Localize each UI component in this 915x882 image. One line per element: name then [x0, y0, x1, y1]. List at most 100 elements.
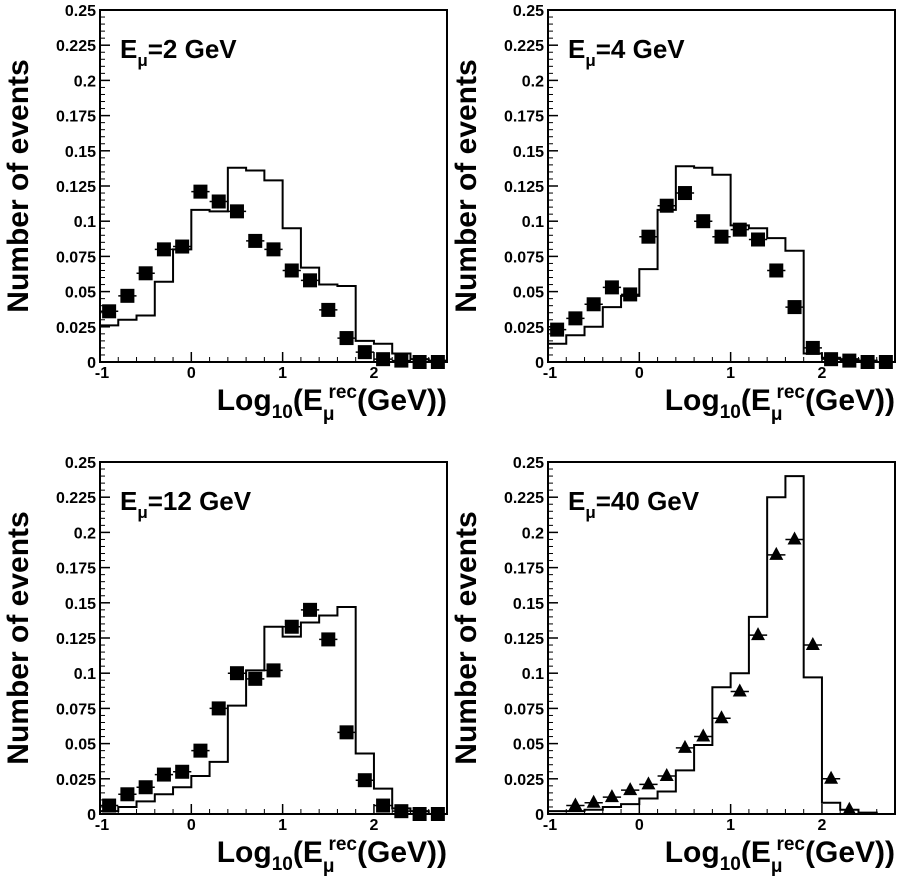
data-point [357, 345, 372, 360]
data-point [842, 801, 857, 815]
y-tick-label: 0.125 [56, 631, 96, 648]
y-tick-label: 0.175 [504, 561, 544, 578]
y-tick-label: 0.25 [65, 3, 96, 20]
y-axis-label: Number of events [2, 59, 35, 312]
data-point [805, 637, 820, 651]
data-point [138, 266, 153, 281]
data-point [860, 355, 875, 369]
y-tick-label: 0.05 [513, 737, 544, 754]
data-point [193, 743, 208, 758]
y-tick-label: 0.15 [65, 596, 96, 613]
y-tick-label: 0.125 [504, 179, 544, 196]
y-axis-label: Number of events [450, 511, 483, 764]
x-tick-label: 1 [278, 365, 287, 382]
y-tick-label: 0 [535, 807, 544, 824]
y-tick-label: 0.25 [65, 455, 96, 472]
panel-top-right: 0 0.025 0.05 0.075 0.1 0.125 0.15 0.175 0.2 0.225… [450, 3, 896, 425]
data-point [623, 287, 638, 302]
data-point [303, 602, 318, 617]
y-tick-label: 0.225 [504, 490, 544, 507]
y-tick-label: 0.05 [513, 285, 544, 302]
x-axis-label: Log10(Eμrec(GeV)) [217, 834, 447, 877]
y-tick-label: 0.125 [504, 631, 544, 648]
data-point [211, 194, 226, 209]
data-point [824, 352, 839, 367]
data-point [586, 794, 601, 808]
y-tick-label: 0.15 [513, 144, 544, 161]
data-point [303, 273, 318, 288]
data-point [229, 204, 244, 219]
data-point [714, 229, 729, 244]
y-tick-label: 0.05 [65, 285, 96, 302]
y-tick-label: 0.075 [504, 249, 544, 266]
y-tick-label: 0.15 [65, 144, 96, 161]
y-tick-label: 0.175 [504, 109, 544, 126]
y-tick-label: 0.2 [74, 73, 96, 90]
data-point [248, 233, 263, 248]
data-point [248, 671, 263, 686]
y-tick-label: 0.025 [56, 320, 96, 337]
y-tick-label: 0.2 [522, 525, 544, 542]
data-point [339, 331, 354, 346]
data-point [659, 198, 674, 213]
x-tick-label: -1 [543, 817, 557, 834]
data-point [641, 229, 656, 244]
x-tick-label: -1 [543, 365, 557, 382]
x-tick-label: 0 [187, 817, 196, 834]
panel-top-left: 0 0.025 0.05 0.075 0.1 0.125 0.15 0.175 0.2 0.225… [2, 3, 448, 425]
y-tick-label: 0.15 [513, 596, 544, 613]
data-point [412, 807, 427, 821]
data-point [156, 767, 171, 782]
data-point [120, 288, 135, 303]
x-tick-label: 0 [187, 365, 196, 382]
data-point [138, 780, 153, 795]
simulation-histogram [548, 165, 895, 363]
data-point [604, 280, 619, 295]
x-tick-label: -1 [95, 365, 109, 382]
y-tick-label: 0.075 [504, 701, 544, 718]
data-point [412, 355, 427, 369]
data-point [211, 701, 226, 716]
y-tick-label: 0 [535, 355, 544, 372]
y-tick-label: 0.025 [504, 772, 544, 789]
y-axis-label: Number of events [2, 511, 35, 764]
energy-annotation: Eμ=40 GeV [568, 486, 700, 522]
panel-bottom-left: 0 0.025 0.05 0.075 0.1 0.125 0.15 0.175 0.2 0.225… [2, 455, 448, 877]
y-tick-label: 0.2 [522, 73, 544, 90]
data-point [175, 239, 190, 254]
x-axis-label: Log10(Eμrec(GeV)) [217, 382, 447, 425]
y-tick-label: 0.225 [56, 38, 96, 55]
x-tick-label: 1 [726, 817, 735, 834]
data-point [321, 302, 336, 317]
y-tick-label: 0 [87, 807, 96, 824]
data-point [732, 683, 747, 697]
y-tick-label: 0.1 [74, 666, 96, 683]
y-tick-label: 0.025 [504, 320, 544, 337]
data-point [604, 789, 619, 803]
panel-bottom-right: 0 0.025 0.05 0.075 0.1 0.125 0.15 0.175 0.2 0.225… [450, 455, 896, 877]
data-point [769, 263, 784, 278]
data-point [787, 531, 802, 545]
data-point [824, 770, 839, 784]
simulation-histogram [548, 475, 895, 815]
y-tick-label: 0.025 [56, 772, 96, 789]
data-point [751, 627, 766, 641]
y-tick-label: 0.2 [74, 525, 96, 542]
y-tick-label: 0.175 [56, 561, 96, 578]
data-point [623, 782, 638, 796]
y-axis-label: Number of events [450, 59, 483, 312]
x-tick-label: 2 [817, 365, 826, 382]
data-point [641, 776, 656, 790]
x-tick-label: 1 [278, 817, 287, 834]
x-tick-label: -1 [95, 817, 109, 834]
y-tick-label: 0.1 [74, 214, 96, 231]
data-point [677, 186, 692, 201]
simulation-histogram [100, 606, 447, 815]
energy-annotation: Eμ=12 GeV [120, 486, 252, 522]
data-point [430, 807, 445, 821]
data-point [120, 787, 135, 802]
data-point [696, 728, 711, 742]
x-tick-label: 1 [726, 365, 735, 382]
data-point [357, 773, 372, 788]
